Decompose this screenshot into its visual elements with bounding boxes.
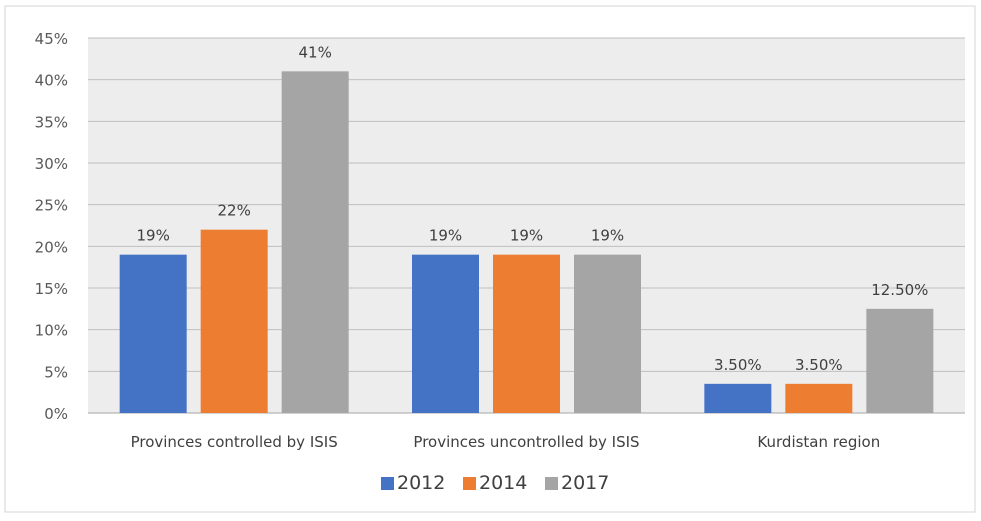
legend-label: 2014 — [479, 472, 527, 494]
y-tick-label: 25% — [35, 197, 68, 215]
legend-label: 2017 — [561, 472, 609, 494]
y-tick-label: 30% — [35, 155, 68, 173]
data-label: 19% — [591, 227, 624, 245]
bar — [866, 308, 934, 413]
bar — [574, 254, 641, 413]
legend-swatch — [381, 477, 394, 490]
bar — [281, 71, 349, 413]
bar — [785, 383, 853, 413]
x-category-label: Provinces controlled by ISIS — [131, 433, 338, 451]
y-tick-label: 5% — [44, 363, 68, 381]
x-category-label: Kurdistan region — [757, 433, 880, 451]
x-category-label: Provinces uncontrolled by ISIS — [413, 433, 639, 451]
legend-swatch — [545, 477, 558, 490]
y-tick-label: 15% — [35, 280, 68, 298]
bar — [200, 229, 268, 413]
data-label: 3.50% — [795, 356, 843, 374]
bar — [119, 254, 187, 413]
data-label: 3.50% — [714, 356, 762, 374]
data-label: 19% — [429, 227, 462, 245]
y-tick-label: 10% — [35, 322, 68, 340]
data-label: 41% — [298, 43, 331, 61]
data-label: 19% — [510, 227, 543, 245]
data-label: 22% — [217, 202, 250, 220]
legend-swatch — [463, 477, 476, 490]
legend-label: 2012 — [397, 472, 445, 494]
y-tick-label: 20% — [35, 238, 68, 256]
y-tick-label: 0% — [44, 405, 68, 423]
y-tick-label: 40% — [35, 72, 68, 90]
y-tick-label: 45% — [35, 30, 68, 48]
bar — [412, 254, 479, 413]
y-tick-label: 35% — [35, 113, 68, 131]
data-label: 12.50% — [871, 281, 928, 299]
bar — [493, 254, 560, 413]
bar — [704, 383, 772, 413]
data-label: 19% — [136, 227, 169, 245]
